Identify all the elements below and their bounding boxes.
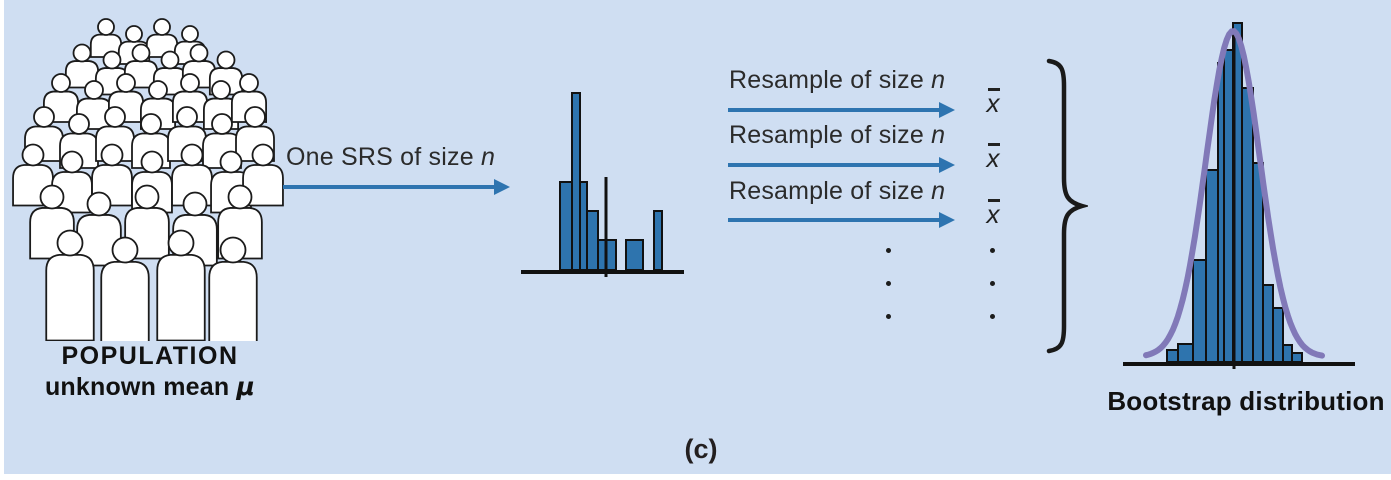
- resample-right-arrow-icon-2: [728, 157, 955, 173]
- xbar-symbol: x: [986, 199, 1000, 229]
- xbar-symbol: x: [986, 88, 1000, 118]
- srs-right-arrow-icon: [283, 179, 510, 195]
- resample-right-arrow-icon-3: [728, 212, 955, 228]
- resample-label-2: Resample of size n: [729, 121, 945, 150]
- resample-1-text: Resample of size: [729, 66, 932, 94]
- xbar-statistic-1: x: [978, 88, 1008, 119]
- resample-label-1: Resample of size n: [729, 66, 945, 95]
- xbar-statistic-2: x: [978, 143, 1008, 174]
- srs-label-text: One SRS of size: [286, 143, 481, 171]
- resample-3-n: n: [931, 177, 946, 205]
- srs-arrow-label: One SRS of size n: [286, 143, 495, 172]
- population-subtitle-text: unknown mean: [44, 373, 237, 401]
- bootstrap-distribution-caption: Bootstrap distribution: [1107, 386, 1385, 416]
- vertical-ellipsis-dots-left: [886, 248, 892, 347]
- resample-1-n: n: [931, 66, 946, 94]
- grouping-brace-icon: [1046, 58, 1088, 354]
- resample-2-n: n: [931, 121, 946, 149]
- population-crowd-illustration: [12, 18, 284, 341]
- resample-2-text: Resample of size: [729, 121, 932, 149]
- population-subtitle: unknown mean μ: [10, 372, 290, 402]
- resample-3-text: Resample of size: [729, 177, 932, 205]
- figure-panel-label: (c): [684, 434, 718, 464]
- population-title: POPULATION: [61, 342, 239, 370]
- xbar-symbol: x: [986, 143, 1000, 173]
- resample-label-3: Resample of size n: [729, 177, 945, 206]
- mu-symbol: μ: [236, 372, 256, 401]
- vertical-ellipsis-dots-right: [990, 248, 996, 347]
- xbar-statistic-3: x: [978, 199, 1008, 230]
- resample-right-arrow-icon-1: [728, 102, 955, 118]
- srs-label-n: n: [480, 143, 496, 171]
